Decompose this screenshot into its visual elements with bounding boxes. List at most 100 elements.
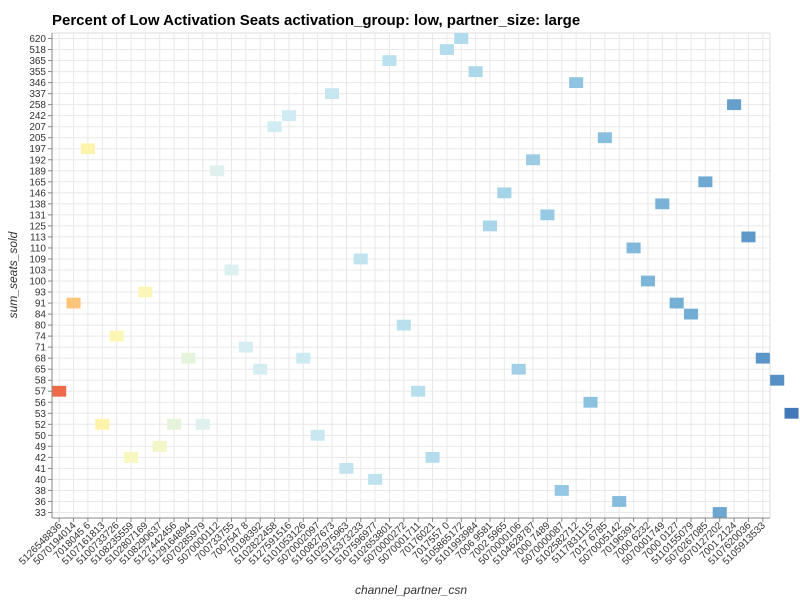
heatmap-cell bbox=[784, 407, 799, 419]
heatmap-cell bbox=[310, 429, 325, 441]
y-tick-label: 68 bbox=[35, 354, 47, 365]
y-tick-label: 110 bbox=[30, 243, 46, 254]
heatmap-cell bbox=[454, 33, 469, 44]
y-tick-label: 620 bbox=[29, 34, 46, 45]
heatmap-cell bbox=[626, 242, 641, 254]
heatmap-cell bbox=[353, 253, 368, 265]
y-tick-label: 57 bbox=[35, 387, 47, 398]
heatmap-cell bbox=[267, 121, 282, 133]
heatmap-cell bbox=[741, 231, 756, 243]
heatmap-cell bbox=[138, 286, 153, 298]
heatmap-cell bbox=[224, 264, 239, 276]
y-tick-label: 58 bbox=[35, 376, 47, 387]
heatmap-cell bbox=[770, 374, 785, 386]
heatmap-cell bbox=[669, 297, 684, 309]
heatmap-cell bbox=[109, 330, 124, 342]
y-tick-label: 192 bbox=[29, 155, 46, 166]
heatmap-cell bbox=[540, 209, 555, 221]
heatmap-cell bbox=[253, 363, 268, 375]
y-tick-label: 56 bbox=[35, 398, 47, 409]
heatmap-cell bbox=[80, 143, 95, 155]
y-tick-label: 65 bbox=[35, 365, 47, 376]
y-tick-label: 205 bbox=[29, 133, 46, 144]
y-tick-label: 197 bbox=[29, 144, 46, 155]
y-tick-label: 52 bbox=[35, 420, 47, 431]
y-tick-label: 189 bbox=[29, 166, 46, 177]
y-tick-label: 36 bbox=[35, 497, 47, 508]
y-tick-label: 242 bbox=[29, 111, 46, 122]
y-tick-label: 131 bbox=[29, 210, 46, 221]
heatmap-cell bbox=[210, 165, 225, 177]
y-tick-label: 113 bbox=[30, 232, 46, 243]
y-tick-label: 80 bbox=[35, 321, 47, 332]
heatmap-cell bbox=[482, 220, 498, 232]
y-axis: 6205183653553463372582422072051971921891… bbox=[29, 33, 53, 519]
heatmap-cell bbox=[526, 154, 541, 166]
heatmap-cell bbox=[683, 308, 699, 320]
grid bbox=[51, 32, 771, 519]
heatmap-cell bbox=[655, 198, 670, 210]
heatmap-cell bbox=[411, 385, 426, 397]
heatmap-cell bbox=[583, 396, 598, 408]
heatmap-cell bbox=[727, 99, 742, 111]
heatmap-cell bbox=[468, 66, 483, 77]
y-tick-label: 42 bbox=[35, 453, 47, 464]
chart-title: Percent of Low Activation Seats activati… bbox=[52, 12, 580, 29]
heatmap-cell bbox=[640, 275, 655, 287]
heatmap-cell bbox=[612, 496, 627, 507]
heatmap-cell bbox=[238, 341, 253, 353]
heatmap-cell bbox=[755, 352, 770, 364]
heatmap-cell bbox=[382, 55, 397, 66]
heatmap-cell bbox=[66, 297, 81, 309]
heatmap-cell bbox=[439, 44, 454, 55]
heatmap-cell bbox=[296, 352, 311, 364]
heatmap-cell bbox=[368, 474, 383, 485]
heatmap-cell bbox=[511, 363, 526, 375]
y-tick-label: 84 bbox=[35, 310, 47, 321]
heatmap-cells bbox=[52, 33, 799, 518]
heatmap-cell bbox=[167, 418, 182, 430]
y-tick-label: 337 bbox=[29, 89, 46, 100]
y-tick-label: 33 bbox=[35, 508, 47, 519]
x-axis-title: channel_partner_csn bbox=[355, 583, 467, 597]
y-tick-label: 91 bbox=[35, 299, 47, 310]
y-tick-label: 258 bbox=[29, 100, 46, 111]
heatmap-cell bbox=[281, 110, 296, 122]
heatmap-cell bbox=[52, 385, 67, 397]
heatmap-cell bbox=[698, 176, 713, 188]
heatmap-cell bbox=[123, 451, 139, 463]
y-tick-label: 103 bbox=[29, 265, 46, 276]
y-tick-label: 138 bbox=[29, 199, 46, 210]
heatmap-cell bbox=[497, 187, 512, 199]
heatmap-cell bbox=[597, 132, 612, 144]
y-tick-label: 49 bbox=[35, 442, 47, 453]
heatmap-cell bbox=[425, 451, 440, 463]
heatmap-cell bbox=[396, 319, 411, 331]
y-tick-label: 165 bbox=[29, 177, 46, 188]
y-tick-label: 355 bbox=[29, 67, 46, 78]
y-tick-label: 146 bbox=[29, 188, 46, 199]
y-tick-label: 38 bbox=[35, 486, 47, 497]
heatmap-cell bbox=[152, 440, 167, 452]
heatmap-cell bbox=[195, 418, 210, 430]
y-tick-label: 71 bbox=[35, 343, 47, 354]
y-tick-label: 53 bbox=[35, 409, 47, 420]
y-tick-label: 50 bbox=[35, 431, 47, 442]
y-tick-label: 109 bbox=[29, 254, 46, 265]
y-tick-label: 207 bbox=[29, 122, 46, 133]
y-tick-label: 74 bbox=[35, 332, 47, 343]
heatmap-cell bbox=[339, 462, 354, 474]
y-axis-title: sum_seats_sold bbox=[6, 231, 20, 318]
y-tick-label: 40 bbox=[35, 475, 47, 486]
heatmap-cell bbox=[95, 418, 110, 430]
y-tick-label: 100 bbox=[29, 277, 46, 288]
y-tick-label: 518 bbox=[29, 45, 46, 56]
y-tick-label: 346 bbox=[29, 78, 46, 89]
y-tick-label: 365 bbox=[29, 56, 46, 67]
heatmap-cell bbox=[181, 352, 196, 364]
heatmap-cell bbox=[712, 507, 727, 518]
heatmap-cell bbox=[324, 88, 340, 100]
y-tick-label: 93 bbox=[35, 288, 47, 299]
